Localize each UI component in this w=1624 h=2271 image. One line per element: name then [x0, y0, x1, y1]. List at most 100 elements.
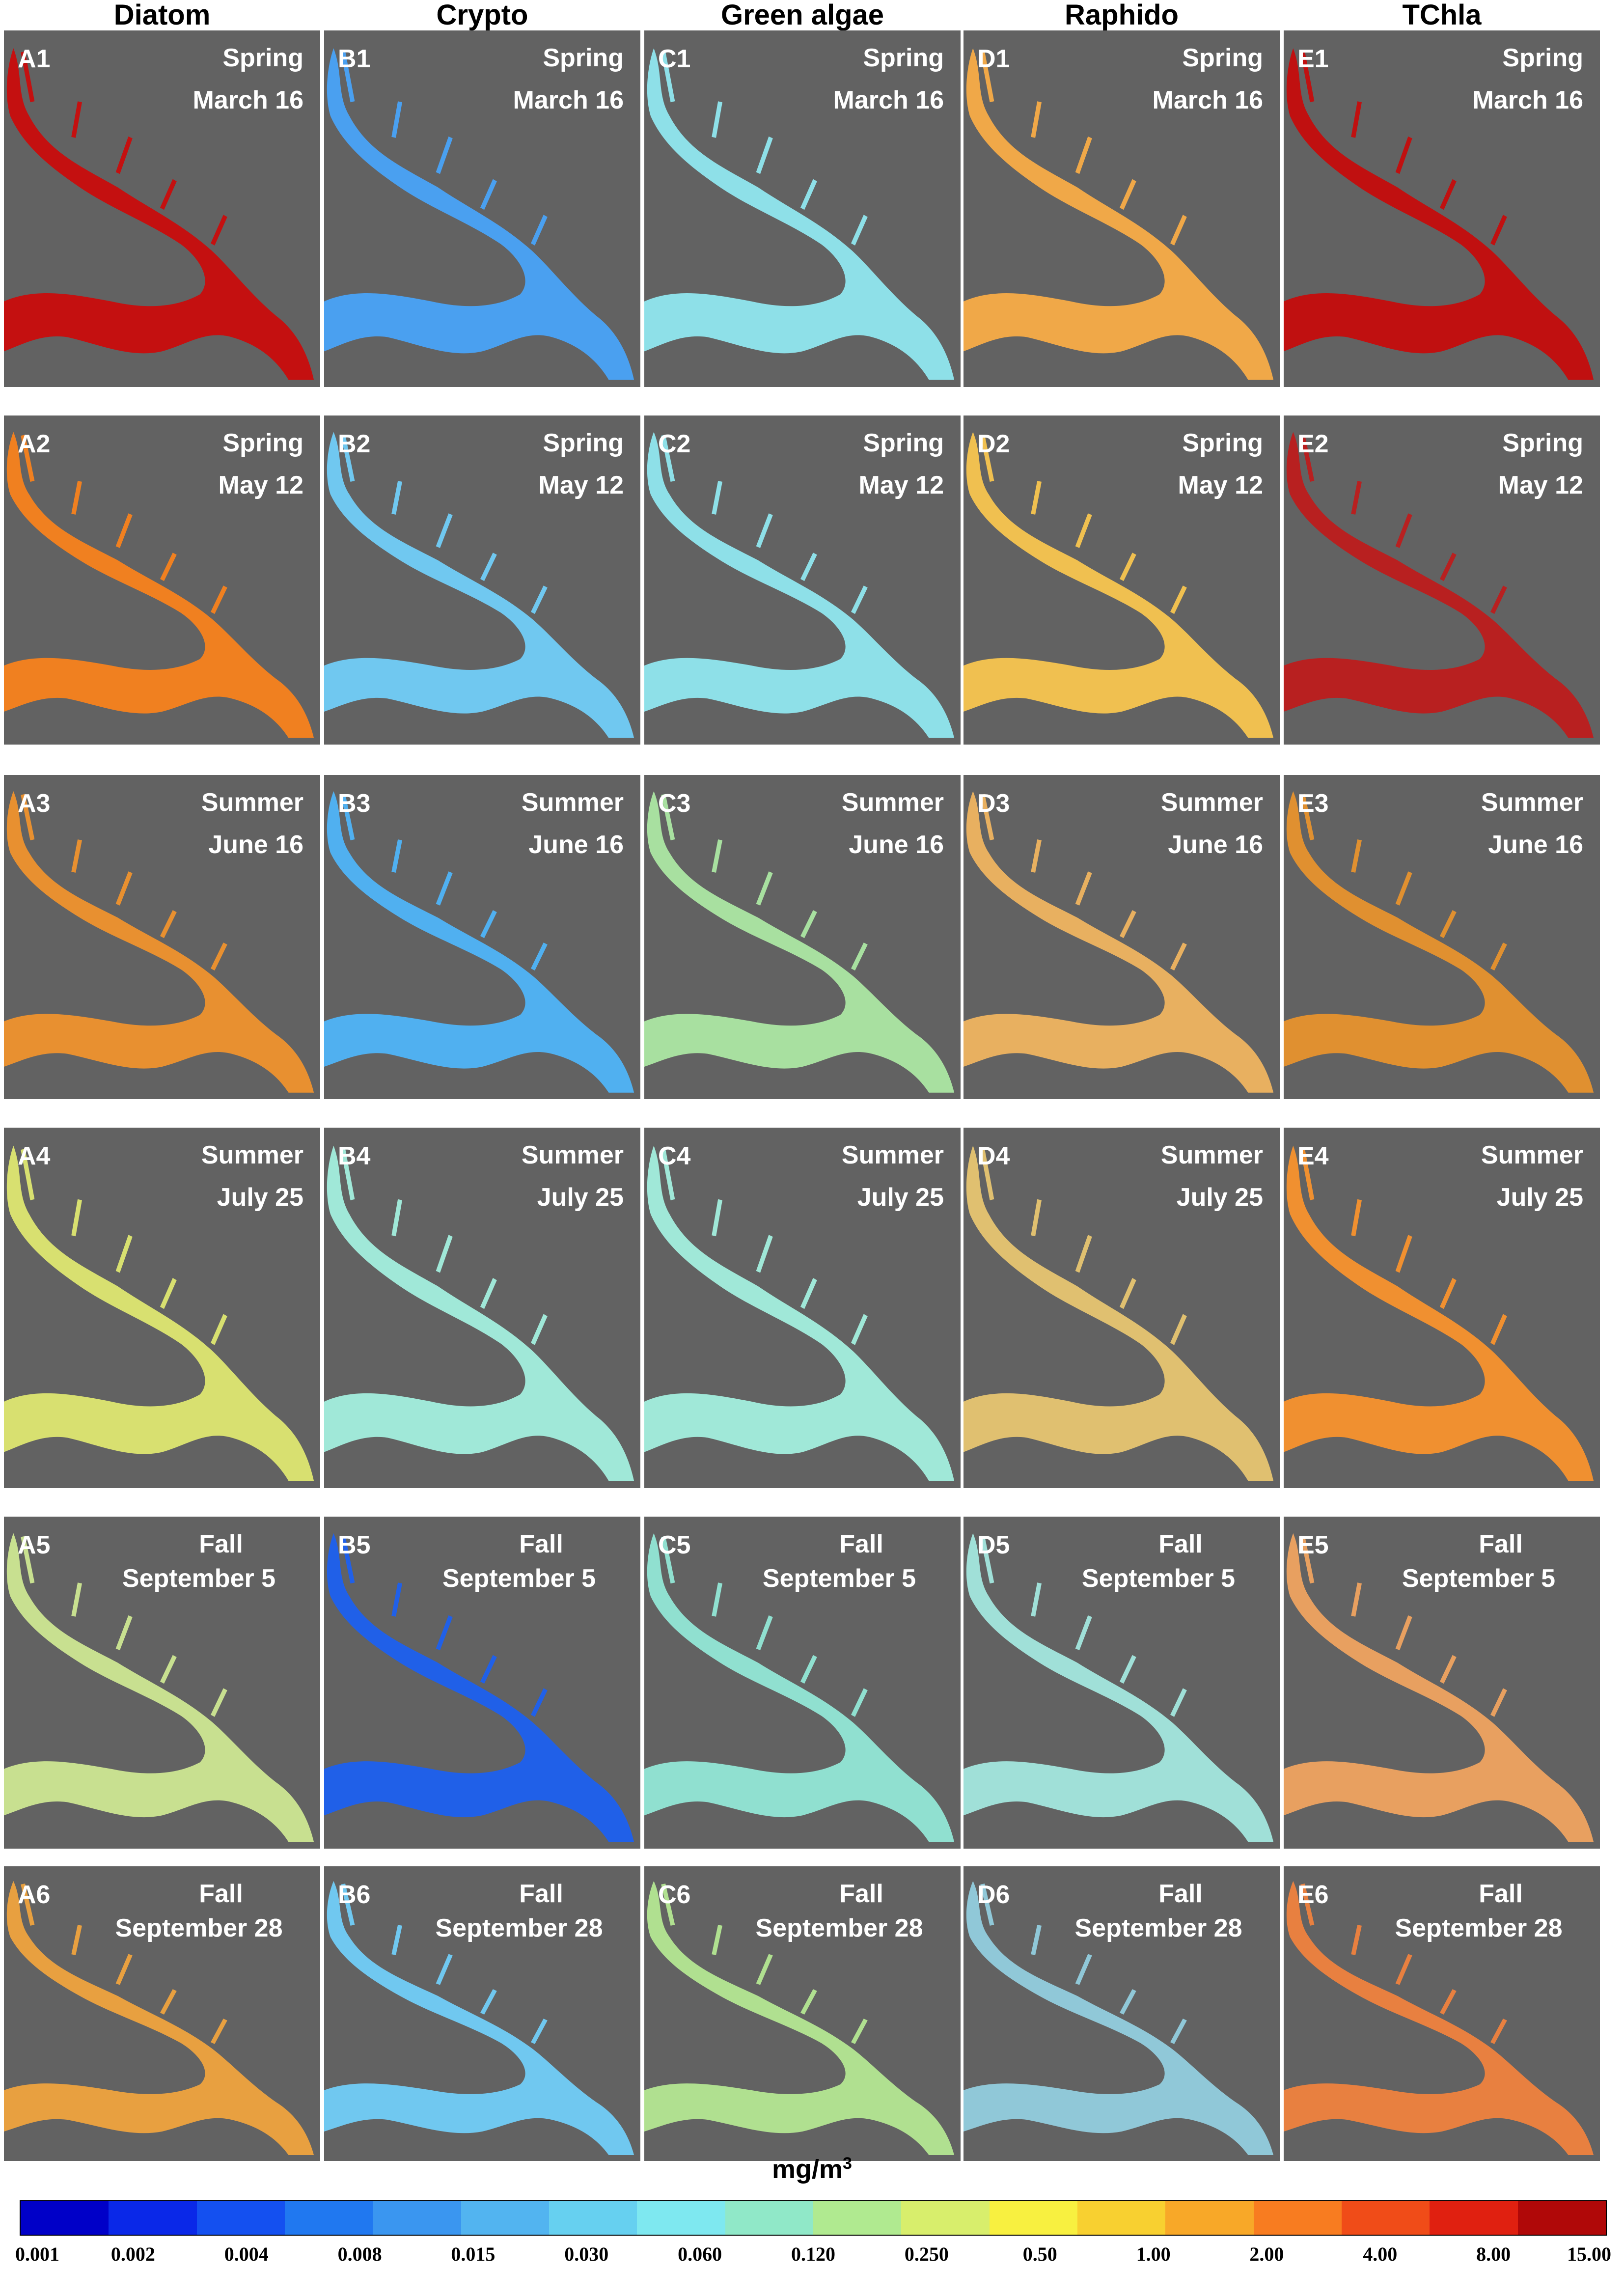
- season-label: Summer: [841, 788, 944, 817]
- panel-id: D1: [977, 45, 1010, 73]
- tributary: [1170, 2019, 1187, 2044]
- tributary: [712, 101, 722, 138]
- date-label: July 25: [537, 1183, 624, 1212]
- tributary: [1490, 215, 1507, 246]
- panel-id: B4: [338, 1142, 371, 1170]
- season-label: Summer: [521, 788, 624, 817]
- tributary: [1439, 1277, 1457, 1309]
- tributary: [1075, 1954, 1092, 1985]
- water-body: [1284, 791, 1594, 1093]
- tributary: [71, 1582, 82, 1617]
- water-body: [1284, 432, 1594, 738]
- tributary: [436, 513, 453, 548]
- tributary: [71, 481, 82, 515]
- tributary: [1439, 1655, 1457, 1684]
- water-body: [963, 432, 1274, 738]
- column-header: Raphido: [1065, 0, 1179, 31]
- tributary: [211, 585, 227, 614]
- tributary: [1395, 136, 1412, 174]
- map-panel: C3 Summer June 16: [644, 775, 961, 1099]
- tributary: [436, 1954, 453, 1985]
- tributary: [391, 1925, 402, 1955]
- date-label: September 5: [442, 1564, 596, 1593]
- season-label: Spring: [1502, 429, 1583, 457]
- tributary: [531, 1688, 548, 1717]
- tributary: [1170, 585, 1187, 614]
- colorbar-swatch: [196, 2201, 285, 2235]
- water-body: [1284, 1881, 1594, 2155]
- estuary-map: [324, 1533, 634, 1842]
- tributary: [1439, 553, 1457, 582]
- colorbar-swatch: [373, 2201, 461, 2235]
- tributary: [1119, 179, 1136, 210]
- tributary: [531, 1314, 548, 1345]
- tributary: [980, 51, 994, 103]
- season-label: Fall: [1158, 1880, 1203, 1908]
- tributary: [712, 1925, 722, 1955]
- panel-id: B1: [338, 45, 371, 73]
- tributary: [980, 794, 994, 840]
- water-body: [4, 791, 314, 1093]
- tributary: [341, 1883, 355, 1926]
- estuary-map: [4, 1145, 314, 1481]
- estuary-map: [324, 1145, 634, 1481]
- season-label: Summer: [521, 1141, 624, 1169]
- tributary: [211, 215, 227, 246]
- tributary: [21, 1536, 35, 1584]
- season-label: Fall: [519, 1530, 563, 1558]
- tributary: [851, 215, 868, 246]
- tributary: [1439, 1989, 1457, 2015]
- season-label: Summer: [1160, 788, 1263, 817]
- map-panel: A1 Spring March 16: [4, 30, 320, 387]
- map-panel: E3 Summer June 16: [1284, 775, 1600, 1099]
- colorbar-unit-label: mg/m3: [0, 2154, 1624, 2185]
- panel-id: E5: [1297, 1531, 1329, 1559]
- map-panel: D1 Spring March 16: [963, 30, 1280, 387]
- tributary: [800, 1277, 817, 1309]
- colorbar-tick-label: 1.00: [1136, 2243, 1171, 2265]
- tributary: [756, 1235, 773, 1273]
- tributary: [661, 1536, 675, 1584]
- date-label: July 25: [857, 1183, 944, 1212]
- tributary: [1031, 1925, 1042, 1955]
- date-label: June 16: [1488, 831, 1583, 859]
- tributary: [21, 51, 35, 103]
- tributary: [756, 136, 773, 174]
- tributary: [800, 1655, 817, 1684]
- tributary: [1075, 513, 1092, 548]
- tributary: [1170, 1314, 1187, 1345]
- estuary-map: [644, 48, 955, 380]
- column-header: Diatom: [113, 0, 211, 31]
- tributary: [391, 1582, 402, 1617]
- tributary: [480, 1989, 497, 2015]
- panel-id: B3: [338, 789, 371, 818]
- tributary: [756, 1615, 773, 1651]
- panel-id: E4: [1297, 1142, 1329, 1170]
- map-panel: D3 Summer June 16: [963, 775, 1280, 1099]
- column-header: Crypto: [436, 0, 528, 31]
- colorbar-tick-label: 0.002: [110, 2243, 155, 2265]
- map-panel: E1 Spring March 16: [1284, 30, 1600, 387]
- tributary: [980, 1536, 994, 1584]
- date-label: September 28: [1074, 1914, 1242, 1942]
- tributary: [1395, 513, 1412, 548]
- colorbar-swatch: [725, 2201, 813, 2235]
- water-body: [4, 432, 314, 738]
- date-label: May 12: [858, 471, 944, 499]
- tributary: [1300, 1883, 1315, 1926]
- water-body: [963, 1145, 1274, 1481]
- tributary: [800, 910, 817, 939]
- tributary: [1119, 1277, 1136, 1309]
- season-label: Fall: [199, 1530, 243, 1558]
- tributary: [1075, 1615, 1092, 1651]
- tributary: [1395, 871, 1412, 906]
- map-panel: C1 Spring March 16: [644, 30, 961, 387]
- tributary: [712, 839, 722, 873]
- estuary-map: [4, 1881, 314, 2155]
- tributary: [1170, 215, 1187, 246]
- estuary-map: [1284, 1533, 1594, 1842]
- date-label: September 28: [115, 1914, 283, 1942]
- tributary: [1119, 553, 1136, 582]
- panel-id: D2: [977, 430, 1010, 458]
- tributary: [1300, 1148, 1315, 1200]
